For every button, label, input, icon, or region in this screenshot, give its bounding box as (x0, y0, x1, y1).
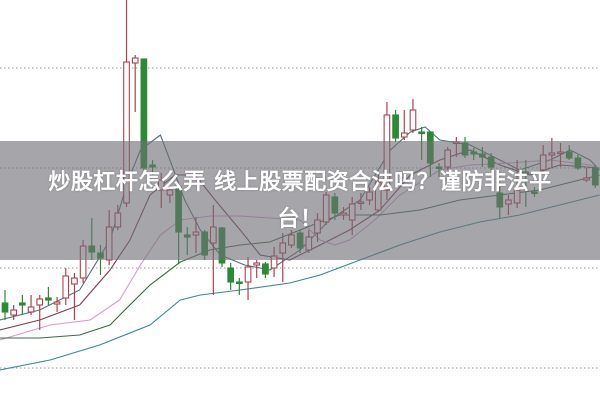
candle-body (1, 302, 9, 313)
candle-body (392, 114, 399, 139)
candle (400, 110, 408, 140)
candle (131, 55, 139, 112)
article-title-line-2: 台！ (277, 206, 323, 232)
candle (71, 273, 78, 320)
candle (36, 295, 44, 330)
title-banner: 炒股杠杆怎么弄 线上股票配资合法吗？谨防非法平 台！ (0, 141, 600, 260)
candle-body (45, 297, 52, 301)
candle-body (262, 263, 269, 275)
candle (10, 305, 18, 320)
candle-body (19, 302, 26, 306)
candle (27, 295, 35, 315)
candle-body (62, 275, 70, 299)
candle-body (53, 301, 61, 305)
candle-body (10, 309, 18, 316)
candle (409, 99, 417, 133)
candle-body (36, 298, 44, 306)
candle-body (244, 266, 252, 283)
candle (244, 257, 252, 300)
candle-body (227, 267, 235, 283)
candle-body (418, 131, 425, 135)
candle (1, 290, 9, 320)
candle (262, 262, 269, 278)
candle-body (253, 262, 261, 266)
candle-body (131, 57, 139, 64)
candle (45, 287, 52, 305)
candle (19, 295, 26, 315)
candle (253, 260, 261, 278)
candle (53, 297, 61, 312)
candle (236, 278, 243, 295)
article-title-line-1: 炒股杠杆怎么弄 线上股票配资合法吗？谨防非法平 (48, 169, 552, 195)
candle (227, 263, 235, 290)
candle-body (27, 306, 35, 313)
candle-body (236, 281, 243, 285)
candle (392, 110, 399, 142)
candle (62, 268, 70, 305)
candle-body (409, 109, 417, 131)
candle-body (400, 132, 408, 138)
candle-body (71, 277, 78, 285)
